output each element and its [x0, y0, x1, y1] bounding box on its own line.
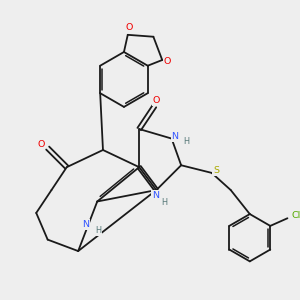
Text: O: O [37, 140, 44, 149]
Text: O: O [164, 57, 171, 66]
Text: N: N [172, 132, 178, 141]
Text: H: H [161, 198, 167, 207]
Text: H: H [183, 137, 189, 146]
Text: N: N [152, 191, 159, 200]
Text: N: N [152, 191, 159, 200]
Text: O: O [153, 96, 160, 105]
Text: O: O [126, 23, 134, 32]
Text: S: S [213, 167, 219, 176]
Text: H: H [95, 226, 101, 235]
Text: Cl: Cl [291, 211, 300, 220]
Text: N: N [82, 220, 89, 229]
